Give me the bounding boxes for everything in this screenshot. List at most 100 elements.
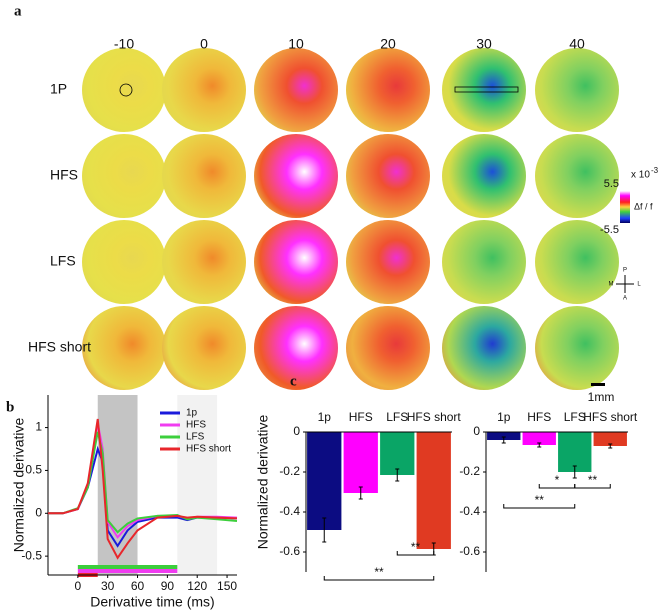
scale-bar-label: 1mm — [588, 390, 615, 404]
panel-label: b — [6, 399, 14, 415]
error-bar — [608, 443, 613, 449]
bar — [522, 432, 556, 445]
row-label: HFS — [50, 167, 78, 183]
error-bar — [358, 486, 363, 500]
legend-label: HFS short — [186, 444, 231, 455]
category-label: HFS — [527, 410, 551, 424]
image-cell — [162, 220, 246, 304]
bar — [416, 432, 451, 549]
image-cell — [254, 306, 338, 390]
image-cell — [82, 220, 166, 304]
image-cell — [535, 220, 619, 304]
row-label: LFS — [50, 253, 76, 269]
category-label: LFS — [386, 410, 408, 424]
x-tick-label: 0 — [74, 579, 81, 593]
category-label: LFS — [564, 410, 586, 424]
bar — [593, 432, 627, 446]
time-span — [77, 565, 178, 569]
colorbar-power: -3 — [651, 166, 659, 175]
image-cell — [162, 134, 246, 218]
error-bar — [395, 468, 400, 482]
x-tick-label: 120 — [187, 579, 207, 593]
compass-m: M — [609, 282, 614, 288]
image-cell — [535, 48, 619, 132]
bar — [343, 432, 378, 493]
legend-label: LFS — [186, 432, 205, 443]
image-cell — [346, 306, 430, 390]
y-tick-label: 1 — [35, 420, 42, 434]
column-label: 40 — [569, 36, 585, 52]
image-cell — [535, 134, 619, 218]
y-tick-label: 0.5 — [25, 463, 42, 477]
image-cell — [162, 48, 246, 132]
scale-bar — [591, 383, 605, 386]
colorbar-multiplier: x 10 — [631, 170, 650, 181]
column-label: 10 — [288, 36, 304, 52]
image-cell — [442, 306, 526, 390]
series-line — [48, 418, 238, 560]
x-tick-label: 90 — [161, 579, 175, 593]
x-axis-label: Derivative time (ms) — [90, 594, 214, 610]
y-tick-label: -0.2 — [459, 464, 480, 478]
image-cell — [82, 306, 166, 390]
panel-label: a — [14, 3, 22, 19]
y-axis-label: Normalized derivative — [255, 414, 271, 549]
column-label: -10 — [114, 36, 134, 52]
category-label: HFS short — [583, 410, 638, 424]
y-tick-label: -0.5 — [21, 548, 42, 562]
row-label: HFS short — [28, 339, 91, 355]
y-axis-label: Normalized derivative — [11, 417, 27, 552]
legend-label: 1p — [186, 408, 198, 419]
y-tick-label: -0.6 — [279, 544, 300, 558]
y-tick-label: 0 — [293, 424, 300, 438]
column-label: 20 — [380, 36, 396, 52]
category-label: HFS short — [407, 410, 462, 424]
category-label: 1p — [318, 410, 332, 424]
error-bar — [322, 517, 327, 543]
significance-label: ** — [411, 540, 421, 554]
colorbar — [620, 191, 630, 223]
significance-label: ** — [588, 473, 598, 487]
significance-bracket — [323, 576, 435, 581]
compass — [616, 275, 634, 293]
bar — [558, 432, 592, 472]
error-bar — [572, 465, 577, 479]
bar — [380, 432, 415, 475]
error-bar — [501, 436, 506, 444]
significance-bracket — [574, 484, 611, 489]
significance-bracket — [503, 504, 576, 509]
image-cell — [346, 220, 430, 304]
roi-line — [454, 86, 519, 93]
y-tick-label: -0.6 — [459, 544, 480, 558]
roi-marker — [119, 83, 133, 97]
image-cell — [254, 48, 338, 132]
significance-label: * — [555, 473, 560, 487]
colorbar-max: 5.5 — [604, 178, 619, 190]
category-label: HFS — [349, 410, 373, 424]
significance-label: ** — [374, 565, 384, 579]
column-label: 30 — [476, 36, 492, 52]
bar — [307, 432, 342, 530]
compass-l: L — [637, 282, 641, 288]
x-tick-label: 60 — [131, 579, 145, 593]
category-label: 1p — [497, 410, 511, 424]
y-tick-label: -0.4 — [459, 504, 480, 518]
legend-label: HFS — [186, 420, 206, 431]
column-label: 0 — [200, 36, 208, 52]
bar — [487, 432, 521, 440]
compass-p: P — [623, 268, 627, 274]
panel-label: c — [290, 373, 297, 389]
row-label: 1P — [50, 81, 67, 97]
image-cell — [82, 48, 166, 132]
image-cell — [442, 48, 526, 132]
image-cell — [346, 48, 430, 132]
image-cell — [346, 134, 430, 218]
compass-a: A — [623, 296, 627, 302]
image-cell — [82, 134, 166, 218]
image-cell — [254, 134, 338, 218]
error-bar — [537, 442, 542, 448]
colorbar-quantity: Δf / f — [634, 201, 653, 211]
y-tick-label: -0.4 — [279, 504, 300, 518]
shaded-region — [177, 395, 218, 575]
